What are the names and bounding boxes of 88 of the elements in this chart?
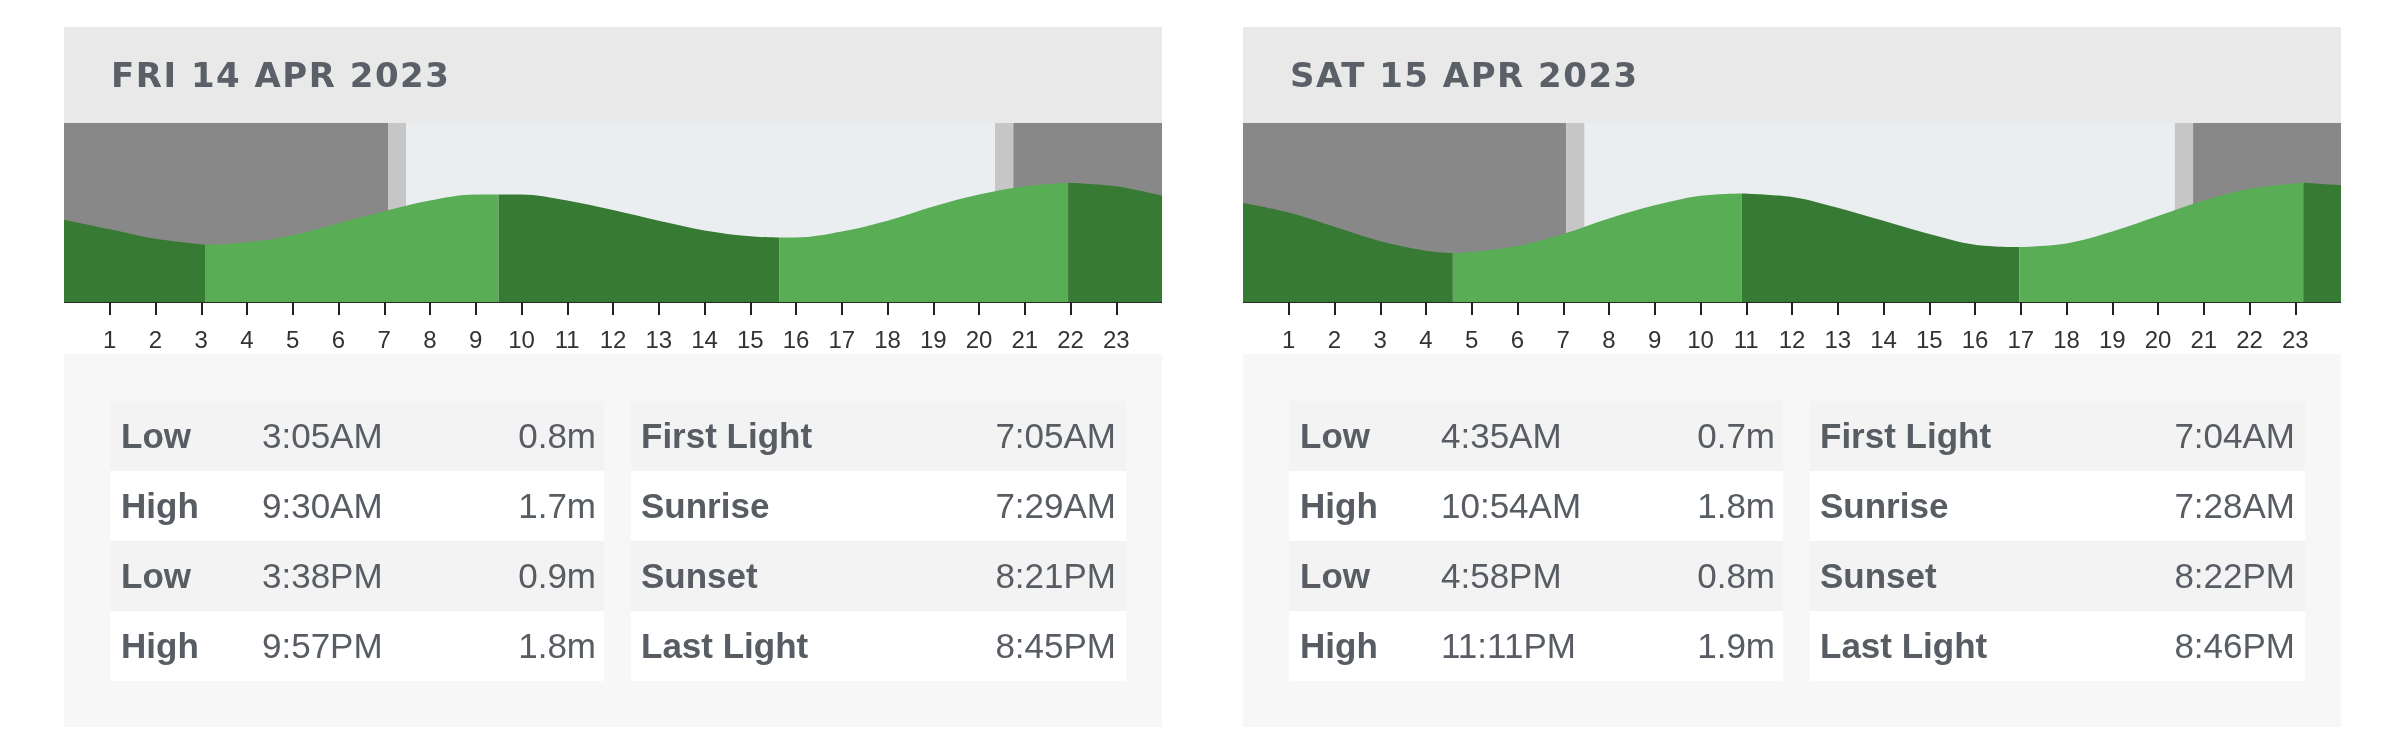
text: Low <box>1300 556 1370 596</box>
x-tick-label: 6 <box>1510 325 1525 353</box>
x-tick-label: 5 <box>1465 325 1479 353</box>
text: 7:05AM <box>995 416 1116 456</box>
x-tick-label: 19 <box>2098 325 2126 353</box>
text: Last Light <box>641 626 809 666</box>
x-tick-label: 4 <box>1419 325 1433 353</box>
x-tick-label: 23 <box>2281 325 2309 353</box>
x-tick-label: 18 <box>874 325 901 353</box>
x-tick-label: 13 <box>645 325 673 353</box>
text: First Light <box>1820 416 1992 456</box>
x-tick-label: 8 <box>1602 325 1616 353</box>
x-tick-label: 14 <box>691 325 718 353</box>
x-tick-label: 7 <box>1556 325 1570 353</box>
text: 7:04AM <box>2174 416 2295 456</box>
text: 9:57PM <box>262 626 383 666</box>
text: High <box>1300 486 1378 526</box>
text: Sunset <box>641 556 758 596</box>
text: 9:30AM <box>262 486 383 526</box>
text: High <box>121 626 199 666</box>
x-tick-label: 21 <box>2190 325 2218 353</box>
text: 11:11PM <box>1441 626 1576 666</box>
x-tick-label: 12 <box>599 325 627 353</box>
text: 0.8m <box>1697 556 1775 596</box>
x-tick-label: 6 <box>331 325 346 353</box>
x-tick-label: 13 <box>1824 325 1852 353</box>
x-tick-label: 4 <box>240 325 254 353</box>
x-tick-label: 3 <box>194 325 208 353</box>
text: 0.9m <box>518 556 596 596</box>
text: Sunset <box>1820 556 1937 596</box>
text: Last Light <box>1820 626 1988 666</box>
text: 3:05AM <box>262 416 383 456</box>
x-tick-label: 22 <box>2236 325 2263 353</box>
x-tick-label: 2 <box>148 325 163 353</box>
x-tick-label: 2 <box>1327 325 1342 353</box>
x-tick-label: 20 <box>2144 325 2172 353</box>
chart-title: FRI 14 APR 2023 <box>111 55 451 95</box>
text: 1.7m <box>518 486 596 526</box>
text: 7:29AM <box>995 486 1116 526</box>
text: 1.9m <box>1697 626 1775 666</box>
x-tick-label: 19 <box>919 325 947 353</box>
x-tick-label: 1 <box>103 325 117 353</box>
x-tick-label: 22 <box>1057 325 1084 353</box>
text: High <box>1300 626 1378 666</box>
text: 7:28AM <box>2174 486 2295 526</box>
x-tick-label: 16 <box>1961 325 1989 353</box>
text: High <box>121 486 199 526</box>
x-tick-label: 9 <box>469 325 483 353</box>
text: 0.7m <box>1697 416 1775 456</box>
text: 8:45PM <box>995 626 1116 666</box>
x-tick-label: 21 <box>1011 325 1039 353</box>
text: 4:58PM <box>1441 556 1562 596</box>
text: 4:35AM <box>1441 416 1562 456</box>
x-tick-label: 17 <box>828 325 856 353</box>
text: Sunrise <box>641 486 770 526</box>
x-tick-label: 15 <box>1915 325 1943 353</box>
x-tick-label: 3 <box>1373 325 1387 353</box>
text: Low <box>121 416 191 456</box>
text: 1.8m <box>1697 486 1775 526</box>
text: Low <box>1300 416 1370 456</box>
x-tick-label: 5 <box>286 325 300 353</box>
x-tick-label: 1 <box>1282 325 1296 353</box>
x-tick-label: 12 <box>1778 325 1806 353</box>
text: 8:46PM <box>2174 626 2295 666</box>
x-tick-label: 20 <box>965 325 993 353</box>
x-tick-label: 10 <box>1687 325 1714 353</box>
x-tick-label: 7 <box>377 325 391 353</box>
x-tick-label: 8 <box>423 325 437 353</box>
text: Sunrise <box>1820 486 1949 526</box>
text: 8:22PM <box>2174 556 2295 596</box>
chart-title: SAT 15 APR 2023 <box>1290 55 1639 95</box>
x-tick-label: 11 <box>1733 325 1759 353</box>
text: Low <box>121 556 191 596</box>
text: First Light <box>641 416 813 456</box>
x-tick-label: 10 <box>508 325 535 353</box>
x-tick-label: 11 <box>554 325 580 353</box>
text: 1.8m <box>518 626 596 666</box>
x-tick-label: 16 <box>782 325 810 353</box>
x-tick-label: 14 <box>1870 325 1897 353</box>
x-tick-label: 9 <box>1648 325 1662 353</box>
x-tick-label: 18 <box>2053 325 2080 353</box>
x-tick-label: 15 <box>736 325 764 353</box>
text: 10:54AM <box>1441 486 1582 526</box>
text: 8:21PM <box>995 556 1116 596</box>
x-tick-label: 17 <box>2007 325 2035 353</box>
text: 0.8m <box>518 416 596 456</box>
x-tick-label: 23 <box>1102 325 1130 353</box>
text: 3:38PM <box>262 556 383 596</box>
